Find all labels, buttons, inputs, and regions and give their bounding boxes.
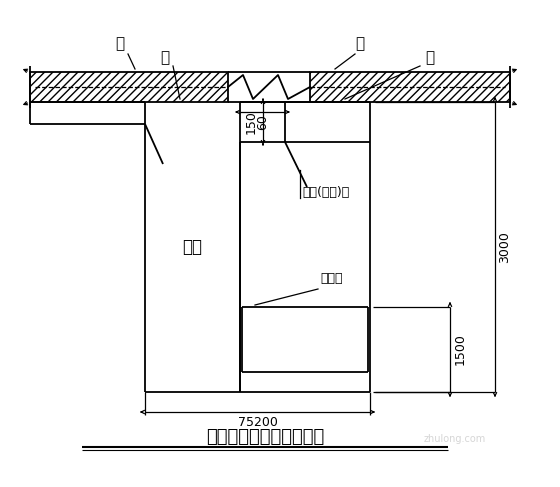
Text: 板: 板 [115, 37, 124, 52]
Text: 下料(振捣)口: 下料(振捣)口 [302, 186, 349, 199]
Bar [310, 72, 510, 102]
Text: 1500: 1500 [454, 334, 466, 365]
Text: 梁: 梁 [426, 51, 435, 65]
Bar [30, 72, 228, 102]
Text: 60: 60 [256, 114, 269, 130]
Text: 3000: 3000 [498, 231, 511, 263]
Text: 混凝土浇筑口留设示意图: 混凝土浇筑口留设示意图 [206, 428, 324, 446]
Text: zhulong.com: zhulong.com [424, 434, 486, 444]
Text: 75200: 75200 [237, 416, 277, 430]
Text: 柱子: 柱子 [183, 238, 203, 256]
Text: 150: 150 [245, 110, 258, 134]
Text: 梁: 梁 [160, 51, 170, 65]
Text: 板: 板 [356, 37, 365, 52]
Text: 钢模板: 钢模板 [320, 273, 343, 285]
